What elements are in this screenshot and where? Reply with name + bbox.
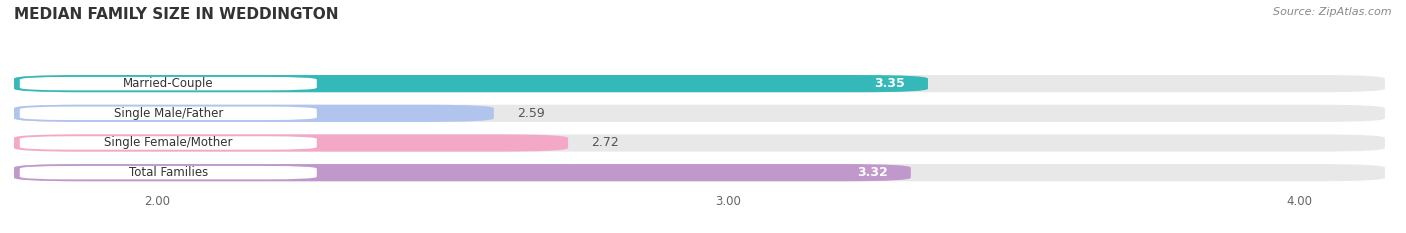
FancyBboxPatch shape (14, 164, 911, 181)
FancyBboxPatch shape (14, 105, 494, 122)
Text: 2.72: 2.72 (591, 137, 619, 150)
FancyBboxPatch shape (14, 164, 1385, 181)
FancyBboxPatch shape (20, 136, 316, 150)
FancyBboxPatch shape (14, 75, 928, 92)
Text: 3.35: 3.35 (875, 77, 905, 90)
FancyBboxPatch shape (20, 77, 316, 90)
FancyBboxPatch shape (14, 134, 568, 152)
FancyBboxPatch shape (14, 134, 1385, 152)
FancyBboxPatch shape (14, 75, 1385, 92)
FancyBboxPatch shape (20, 107, 316, 120)
FancyBboxPatch shape (20, 166, 316, 179)
Text: Total Families: Total Families (129, 166, 208, 179)
Text: Married-Couple: Married-Couple (122, 77, 214, 90)
Text: 3.32: 3.32 (858, 166, 889, 179)
Text: 2.59: 2.59 (517, 107, 544, 120)
Text: Single Female/Mother: Single Female/Mother (104, 137, 232, 150)
FancyBboxPatch shape (14, 105, 1385, 122)
Text: Source: ZipAtlas.com: Source: ZipAtlas.com (1274, 7, 1392, 17)
Text: MEDIAN FAMILY SIZE IN WEDDINGTON: MEDIAN FAMILY SIZE IN WEDDINGTON (14, 7, 339, 22)
Text: Single Male/Father: Single Male/Father (114, 107, 224, 120)
